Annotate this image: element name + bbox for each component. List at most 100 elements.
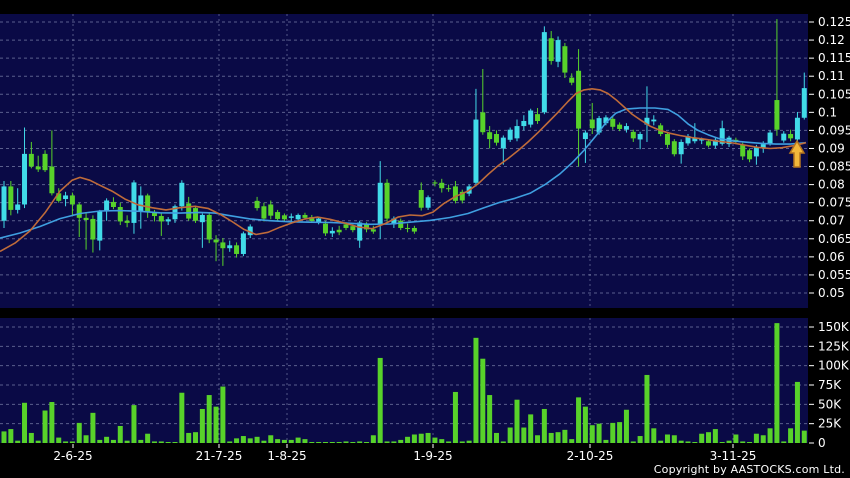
volume-bar [439, 439, 445, 443]
volume-bar [692, 442, 698, 443]
candle-down [117, 207, 123, 222]
volume-bar [193, 432, 199, 443]
volume-bar [617, 422, 623, 443]
candle-up [295, 214, 301, 220]
candle-down [562, 46, 568, 73]
volume-bar [1, 431, 7, 443]
candle-down [706, 141, 712, 146]
volume-bar [774, 323, 780, 443]
volume-bar [678, 440, 684, 443]
up-arrow-icon [788, 139, 806, 168]
candle-up [678, 141, 684, 155]
candle-up [794, 117, 800, 140]
volume-bar [753, 433, 759, 443]
candle-up [138, 195, 144, 212]
volume-bar [767, 428, 773, 443]
candle-down [268, 204, 274, 216]
volume-bar [49, 402, 55, 443]
candle-down [411, 227, 417, 232]
candle-up [760, 144, 766, 149]
candle-up [227, 245, 233, 249]
volume-bar [329, 442, 335, 443]
candle-up [582, 132, 588, 140]
candle-down [151, 212, 157, 217]
candle-down [671, 141, 677, 155]
volume-bar [514, 399, 520, 443]
candle-up [179, 182, 185, 207]
volume-bar [528, 414, 534, 443]
candle-down [610, 118, 616, 127]
candle-up [507, 129, 513, 140]
volume-bar [466, 440, 472, 443]
candle-up [97, 211, 103, 241]
volume-bar [295, 437, 301, 443]
candle-up [22, 153, 28, 205]
volume-bar [288, 439, 294, 443]
volume-bar [801, 430, 807, 443]
candle-up [603, 117, 609, 124]
candle-down [213, 239, 219, 243]
volume-bar [658, 440, 664, 443]
volume-bar [740, 441, 746, 443]
candle-down [740, 144, 746, 157]
volume-bar [261, 440, 267, 443]
candle-down [405, 227, 411, 229]
candle-up [377, 182, 383, 225]
candle-up [644, 117, 650, 125]
volume-bar [56, 437, 62, 443]
candle-down [124, 220, 130, 223]
candle-up [637, 134, 643, 140]
candle-up [514, 126, 520, 139]
date-tick-label: 21-7-25 [196, 449, 243, 463]
candle-down [774, 100, 780, 130]
volume-bar [28, 432, 34, 443]
volume-bar [425, 432, 431, 443]
price-tick-label: 0.06 [818, 250, 845, 264]
candle-down [630, 131, 636, 139]
candle-down [432, 182, 438, 184]
candle-down [281, 215, 287, 220]
volume-bar [213, 406, 219, 443]
candle-up [719, 128, 725, 144]
volume-bar [459, 441, 465, 443]
candle-down [110, 201, 116, 208]
volume-bar [83, 435, 89, 443]
volume-bar [726, 440, 732, 443]
price-tick-label: 0.085 [818, 160, 850, 174]
candle-down [302, 214, 308, 218]
candle-down [446, 188, 452, 190]
volume-bar [719, 442, 725, 443]
price-tick-label: 0.055 [818, 268, 850, 282]
volume-bar [473, 337, 479, 443]
candle-up [500, 137, 506, 149]
price-tick-label: 0.11 [818, 69, 845, 83]
candle-up [767, 132, 773, 145]
candle-down [234, 245, 240, 254]
date-tick-label: 1-8-25 [267, 449, 306, 463]
volume-bar [747, 442, 753, 443]
volume-bar [172, 442, 178, 443]
volume-bar [104, 436, 110, 443]
volume-bar [370, 435, 376, 443]
volume-bar [377, 357, 383, 443]
volume-bar [418, 433, 424, 443]
candle-up [199, 214, 205, 223]
candle-down [145, 195, 151, 213]
grid-lines [0, 14, 808, 443]
volume-bar [411, 434, 417, 443]
volume-bar [671, 435, 677, 443]
ma-long-blue [0, 107, 807, 239]
candle-down [220, 242, 226, 249]
candle-down [364, 223, 370, 230]
candle-up [692, 138, 698, 142]
volume-bar [227, 441, 233, 443]
candle-down [664, 134, 670, 145]
date-tick-label: 2-10-25 [567, 449, 614, 463]
candle-down [90, 218, 96, 240]
volume-bar [446, 441, 452, 443]
price-tick-label: 0.08 [818, 178, 845, 192]
price-tick-label: 0.125 [818, 15, 850, 29]
volume-bar [507, 427, 513, 443]
